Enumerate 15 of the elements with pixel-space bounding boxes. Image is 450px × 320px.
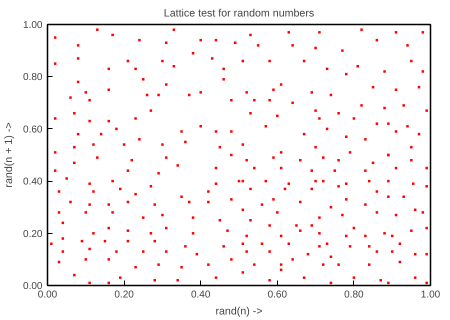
y-tick-label: 0.40 xyxy=(23,176,43,188)
x-tick-label: 0.80 xyxy=(344,290,364,300)
x-tick-label: 1.00 xyxy=(420,290,441,300)
y-tick-label: 0.60 xyxy=(23,124,43,136)
x-tick-label: 0.00 xyxy=(38,290,58,300)
x-tick-label: 0.60 xyxy=(268,290,288,300)
y-tick-label: 0.80 xyxy=(23,72,43,84)
y-tick-label: 0.20 xyxy=(23,228,43,240)
y-tick-label: 1.00 xyxy=(23,20,43,31)
chart-title: Lattice test for random numbers xyxy=(164,8,314,20)
x-axis-title: rand(n) -> xyxy=(215,306,263,318)
x-tick-label: 0.40 xyxy=(190,290,211,300)
x-tick-label: 0.20 xyxy=(114,290,134,300)
y-tick-label: 0.00 xyxy=(23,281,43,292)
y-axis-title: rand(n + 1) -> xyxy=(3,122,16,188)
